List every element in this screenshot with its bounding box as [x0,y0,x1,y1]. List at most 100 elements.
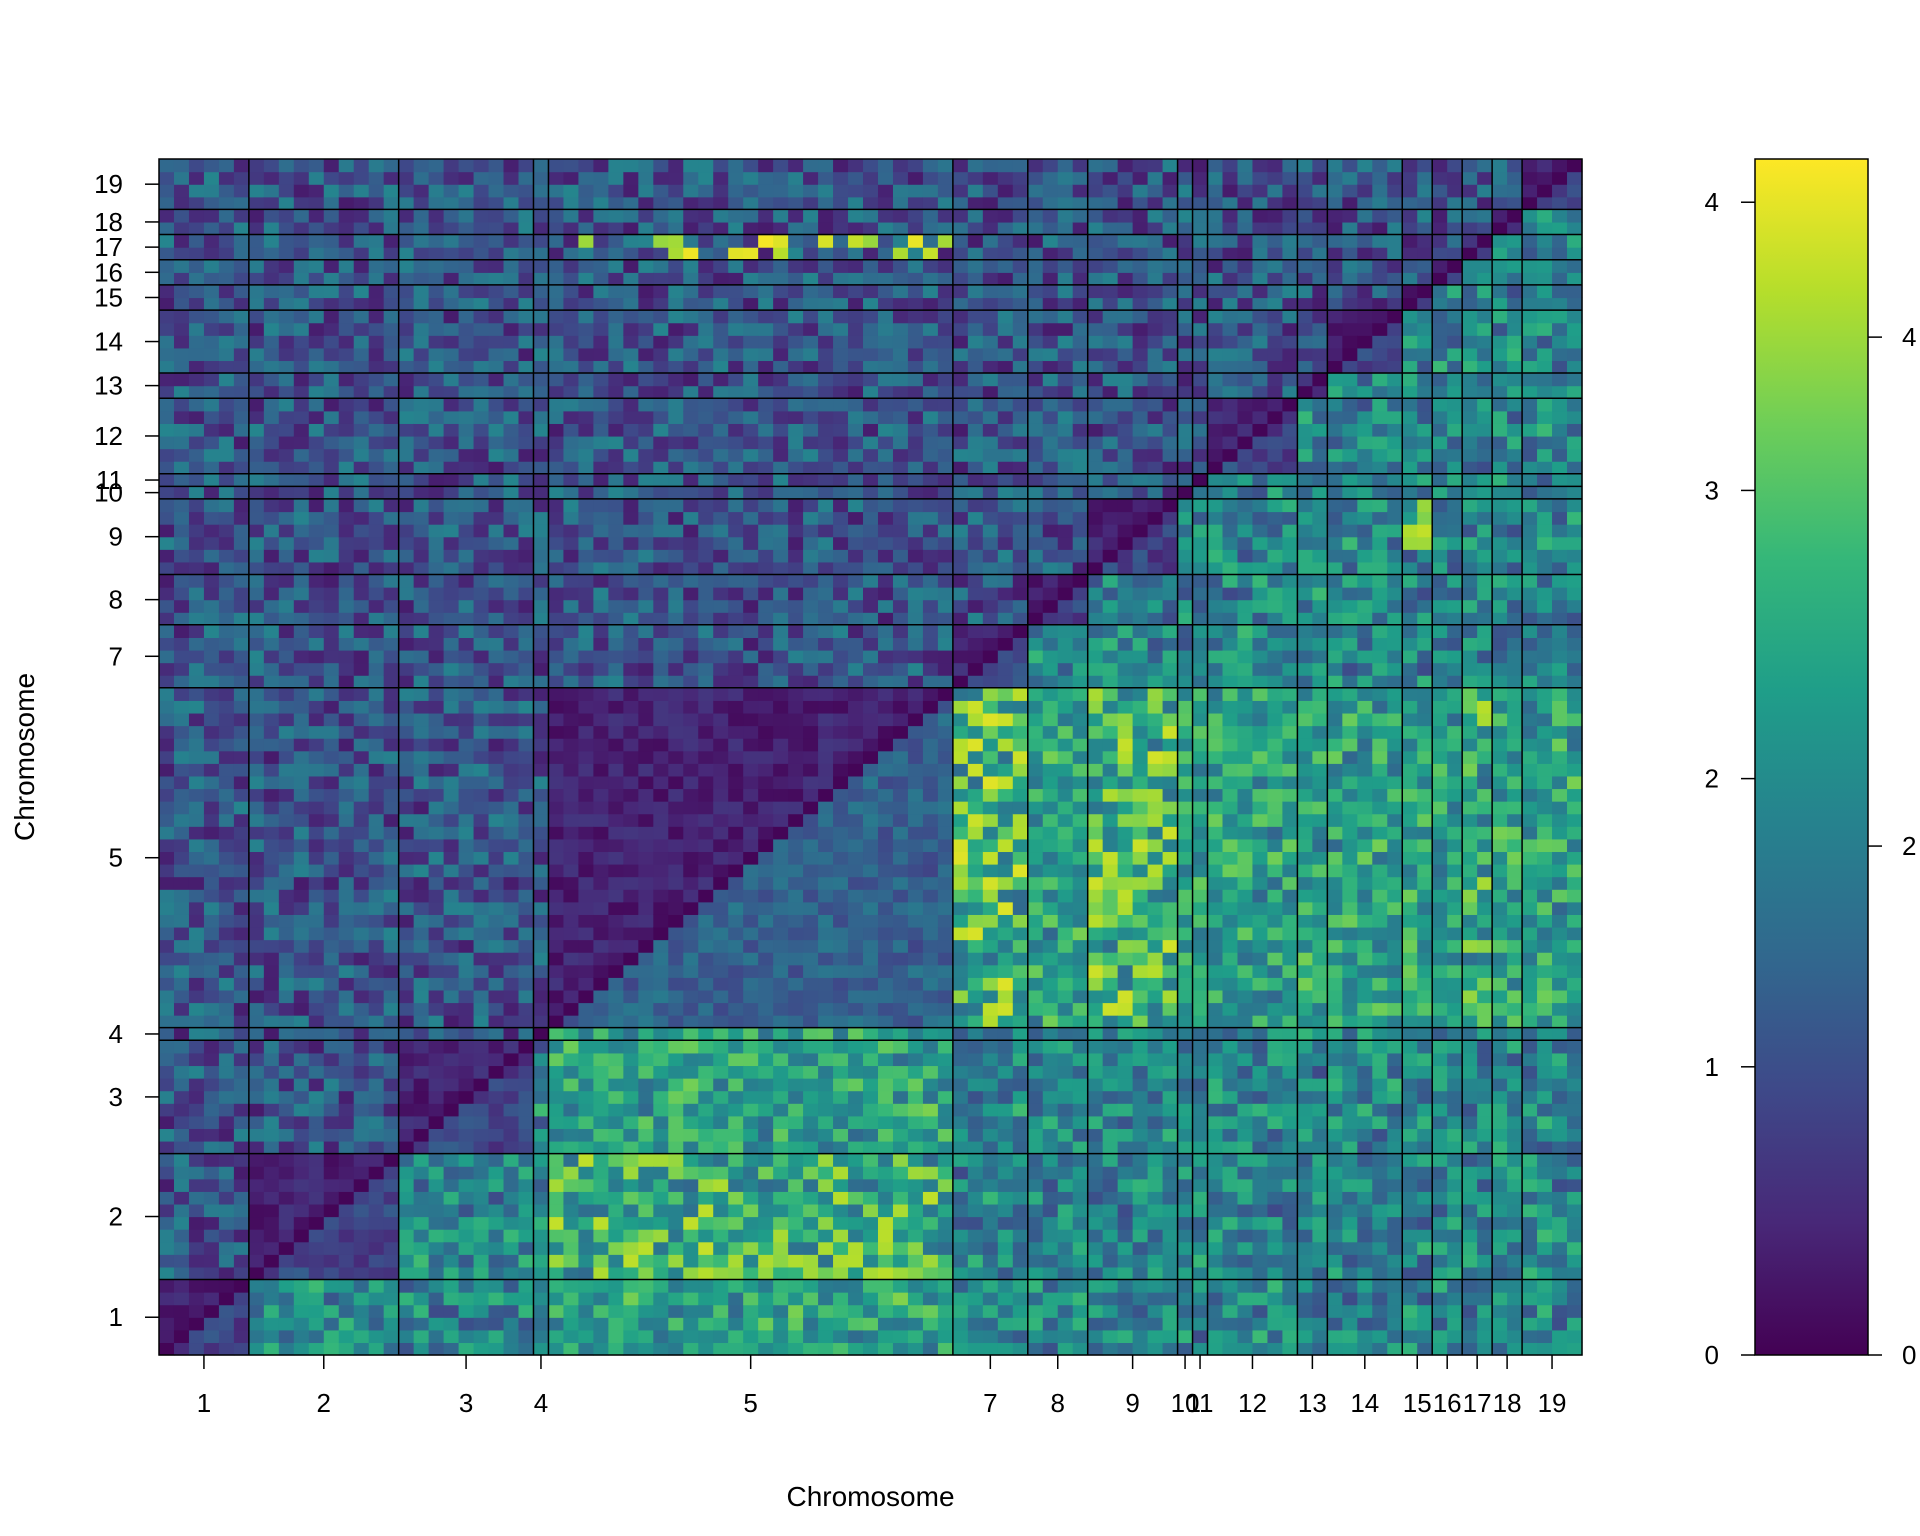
heatmap-cell [443,662,460,676]
heatmap-cell [608,322,624,336]
heatmap-cell [877,410,894,424]
heatmap-cell [653,901,669,915]
heatmap-cell [668,1078,684,1092]
heatmap-cell [263,876,280,890]
heatmap-cell [578,750,594,764]
heatmap-cell [698,712,714,727]
heatmap-cell [743,524,759,538]
heatmap-cell [653,549,669,563]
heatmap-cell [892,574,909,588]
heatmap-cell [188,385,205,399]
heatmap-cell [922,662,939,676]
heatmap-cell [338,1103,355,1117]
heatmap-cell [368,209,385,223]
heatmap-cell [473,1266,490,1281]
heatmap-cell [368,1103,385,1117]
heatmap-cell [863,1065,879,1079]
heatmap-cell [533,486,550,500]
heatmap-cell [713,687,729,701]
heatmap-cell [173,889,190,903]
heatmap-cell [877,435,894,450]
heatmap-cell [833,1115,849,1129]
heatmap-cell [473,1317,490,1331]
heatmap-cell [323,448,340,462]
heatmap-cell [188,209,205,223]
heatmap-cell [937,1040,954,1054]
heatmap-cell [773,964,789,978]
heatmap-cell [743,1065,759,1079]
heatmap-cell [863,1166,879,1180]
heatmap-cell [848,939,864,953]
heatmap-cell [518,587,535,601]
heatmap-cell [383,272,400,286]
heatmap-cell [698,813,714,827]
heatmap-cell [368,813,385,827]
heatmap-cell [488,952,505,966]
heatmap-cell [473,335,490,349]
heatmap-cell [233,838,250,853]
heatmap-cell [653,171,669,185]
heatmap-cell [548,1128,565,1142]
heatmap-cell [593,1027,609,1041]
heatmap-cell [518,675,535,689]
heatmap-cell [728,423,744,437]
heatmap-cell [233,461,250,475]
heatmap-cell [907,851,924,865]
heatmap-cell [293,486,310,500]
heatmap-cell [563,738,580,752]
heatmap-cell [159,1342,175,1356]
heatmap-cell [788,939,804,953]
heatmap-cell [293,637,310,651]
heatmap-cell [533,1027,550,1041]
heatmap-cell [458,259,475,273]
heatmap-cell [653,1002,669,1016]
heatmap-cell [503,851,520,865]
heatmap-cell [848,675,864,689]
heatmap-cell [683,725,699,739]
heatmap-cell [293,549,310,563]
heatmap-cell [218,662,235,676]
heatmap-cell [398,498,415,513]
heatmap-cell [743,989,759,1004]
heatmap-cell [323,838,340,853]
heatmap-cell [788,801,804,815]
heatmap-cell [473,712,490,727]
heatmap-cell [398,1178,415,1192]
heatmap-cell [233,964,250,978]
heatmap-cell [863,574,879,588]
heatmap-cell [473,1304,490,1318]
heatmap-cell [593,398,609,412]
heatmap-cell [698,838,714,853]
heatmap-cell [353,1229,370,1243]
heatmap-cell [263,1304,280,1318]
heatmap-cell [743,373,759,387]
heatmap-cell [593,1002,609,1016]
heatmap-cell [233,410,250,424]
heatmap-cell [173,914,190,928]
heatmap-cell [248,322,265,336]
heatmap-cell [638,750,654,764]
heatmap-cell [383,221,400,236]
heatmap-cell [398,926,415,941]
heatmap-cell [248,989,265,1004]
heatmap-cell [892,851,909,865]
heatmap-cell [159,989,175,1004]
heatmap-cell [728,675,744,689]
heatmap-cell [428,687,445,701]
heatmap-cell [323,322,340,336]
heatmap-cell [892,687,909,701]
heatmap-cell [263,561,280,576]
heatmap-cell [788,486,804,500]
heatmap-cell [892,1304,909,1318]
heatmap-cell [892,461,909,475]
heatmap-cell [683,498,699,513]
heatmap-cell [368,687,385,701]
heatmap-cell [848,1002,864,1016]
heatmap-cell [173,1304,190,1318]
heatmap-cell [368,599,385,613]
heatmap-cell [563,1153,580,1167]
heatmap-cell [503,196,520,210]
heatmap-cell [173,1166,190,1180]
heatmap-cell [218,335,235,349]
heatmap-cell [563,423,580,437]
